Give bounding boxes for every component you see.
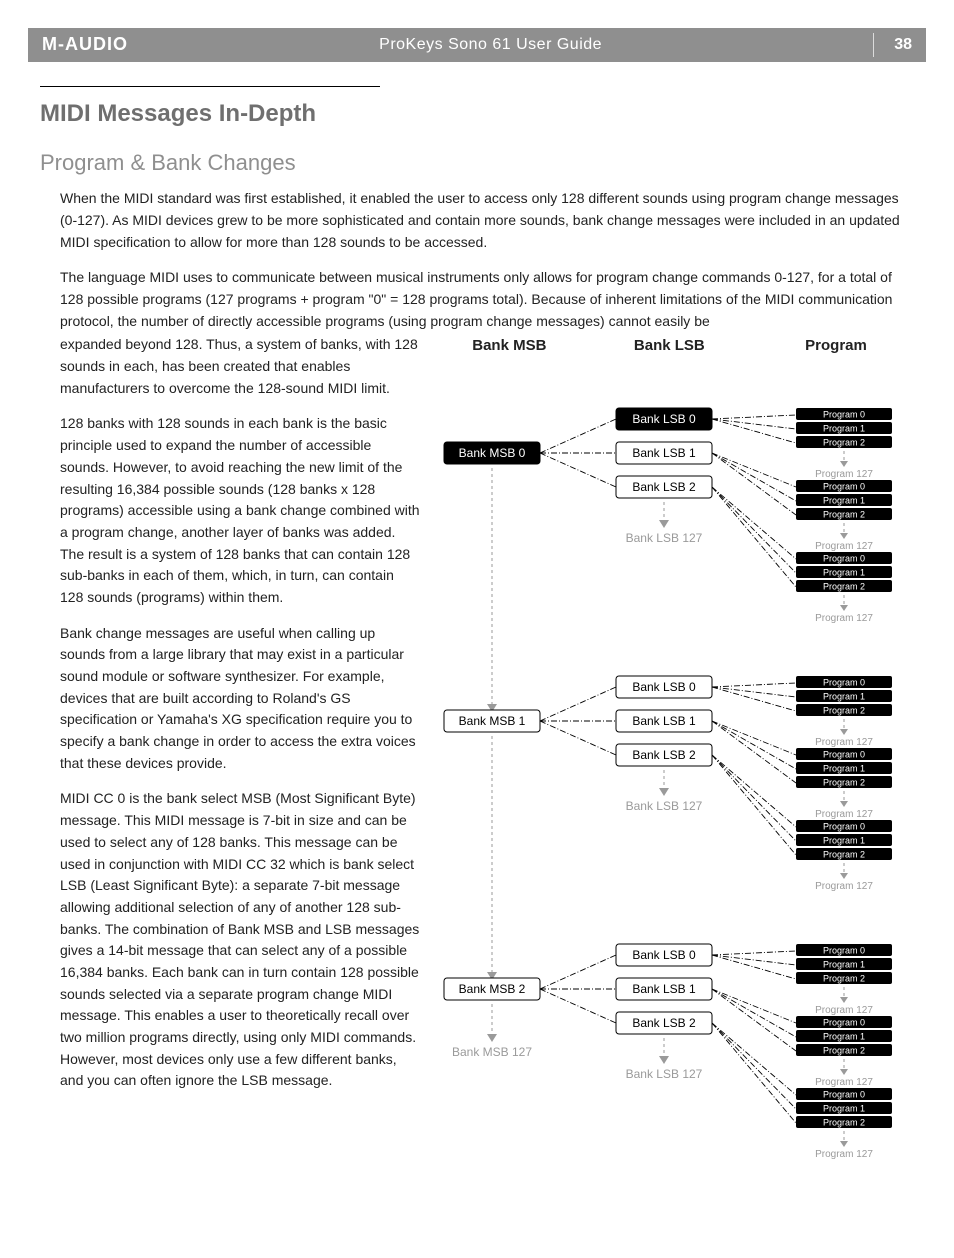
svg-text:Program 0: Program 0 xyxy=(823,553,865,563)
svg-text:Program 0: Program 0 xyxy=(823,945,865,955)
paragraph: 128 banks with 128 sounds in each bank i… xyxy=(60,413,420,608)
svg-text:Program 1: Program 1 xyxy=(823,495,865,505)
svg-text:Bank LSB 1: Bank LSB 1 xyxy=(632,446,696,460)
svg-text:Bank MSB 0: Bank MSB 0 xyxy=(459,446,526,460)
diagram-header: Bank MSB Bank LSB Program xyxy=(436,334,916,357)
svg-text:Program 127: Program 127 xyxy=(815,737,873,748)
svg-text:Program 2: Program 2 xyxy=(823,777,865,787)
svg-text:Program 1: Program 1 xyxy=(823,691,865,701)
svg-text:Program 1: Program 1 xyxy=(823,1103,865,1113)
paragraph: The language MIDI uses to communicate be… xyxy=(40,267,914,332)
svg-text:Program 2: Program 2 xyxy=(823,705,865,715)
svg-text:Bank MSB 127: Bank MSB 127 xyxy=(452,1045,532,1059)
svg-text:Bank LSB 1: Bank LSB 1 xyxy=(632,714,696,728)
svg-text:Program 127: Program 127 xyxy=(815,541,873,552)
svg-text:Bank LSB 127: Bank LSB 127 xyxy=(626,799,703,813)
svg-text:Program 127: Program 127 xyxy=(815,1005,873,1016)
svg-text:Program 127: Program 127 xyxy=(815,881,873,892)
page-number: 38 xyxy=(873,33,912,58)
svg-text:Program 1: Program 1 xyxy=(823,959,865,969)
svg-text:Bank LSB 2: Bank LSB 2 xyxy=(632,1016,696,1030)
svg-text:Program 0: Program 0 xyxy=(823,821,865,831)
section-heading: MIDI Messages In-Depth xyxy=(40,86,380,132)
col-header-prog: Program xyxy=(756,334,916,357)
svg-text:Program 2: Program 2 xyxy=(823,973,865,983)
svg-text:Program 2: Program 2 xyxy=(823,849,865,859)
paragraph: MIDI CC 0 is the bank select MSB (Most S… xyxy=(60,788,420,1092)
content: MIDI Messages In-Depth Program & Bank Ch… xyxy=(0,62,954,1258)
svg-text:Program 127: Program 127 xyxy=(815,1077,873,1088)
svg-text:Bank LSB 0: Bank LSB 0 xyxy=(632,412,696,426)
svg-text:Program 127: Program 127 xyxy=(815,469,873,480)
svg-text:Program 127: Program 127 xyxy=(815,1149,873,1160)
svg-text:Program 1: Program 1 xyxy=(823,763,865,773)
left-column: expanded beyond 128. Thus, a system of b… xyxy=(60,334,420,1217)
svg-text:Bank LSB 1: Bank LSB 1 xyxy=(632,982,696,996)
diagram-column: Bank MSB Bank LSB Program Bank MSB 0Bank… xyxy=(436,334,916,1217)
svg-text:Bank MSB 1: Bank MSB 1 xyxy=(459,714,526,728)
svg-text:Program 0: Program 0 xyxy=(823,1017,865,1027)
svg-text:Program 1: Program 1 xyxy=(823,1031,865,1041)
svg-text:Program 0: Program 0 xyxy=(823,1089,865,1099)
svg-text:Program 2: Program 2 xyxy=(823,581,865,591)
svg-text:Bank LSB 2: Bank LSB 2 xyxy=(632,480,696,494)
brand-logo: M-AUDIO xyxy=(42,31,128,59)
doc-title: ProKeys Sono 61 User Guide xyxy=(128,33,853,58)
svg-text:Program 0: Program 0 xyxy=(823,409,865,419)
svg-text:Bank LSB 0: Bank LSB 0 xyxy=(632,948,696,962)
svg-text:Bank LSB 2: Bank LSB 2 xyxy=(632,748,696,762)
svg-text:Program 0: Program 0 xyxy=(823,481,865,491)
paragraph: When the MIDI standard was first establi… xyxy=(40,188,914,253)
svg-text:Program 1: Program 1 xyxy=(823,423,865,433)
svg-text:Program 127: Program 127 xyxy=(815,613,873,624)
col-header-lsb: Bank LSB xyxy=(583,334,756,357)
svg-text:Program 2: Program 2 xyxy=(823,437,865,447)
svg-text:Program 0: Program 0 xyxy=(823,677,865,687)
svg-text:Program 2: Program 2 xyxy=(823,1045,865,1055)
paragraph: expanded beyond 128. Thus, a system of b… xyxy=(60,334,420,399)
svg-text:Program 2: Program 2 xyxy=(823,509,865,519)
svg-text:Bank LSB 127: Bank LSB 127 xyxy=(626,531,703,545)
svg-text:Bank LSB 0: Bank LSB 0 xyxy=(632,680,696,694)
svg-text:Program 1: Program 1 xyxy=(823,835,865,845)
svg-text:Bank MSB 2: Bank MSB 2 xyxy=(459,982,526,996)
bank-diagram: Bank MSB 0 Bank LSB 0 Program 0 Program 1 Pr… xyxy=(436,378,916,1218)
subsection-heading: Program & Bank Changes xyxy=(40,146,914,180)
svg-text:Program 2: Program 2 xyxy=(823,1117,865,1127)
col-header-msb: Bank MSB xyxy=(436,334,583,357)
svg-text:Program 1: Program 1 xyxy=(823,567,865,577)
svg-text:Program 127: Program 127 xyxy=(815,809,873,820)
paragraph: Bank change messages are useful when cal… xyxy=(60,623,420,775)
svg-text:Bank LSB 127: Bank LSB 127 xyxy=(626,1067,703,1081)
doc-header: M-AUDIO ProKeys Sono 61 User Guide 38 xyxy=(28,28,926,62)
svg-text:Program 0: Program 0 xyxy=(823,749,865,759)
